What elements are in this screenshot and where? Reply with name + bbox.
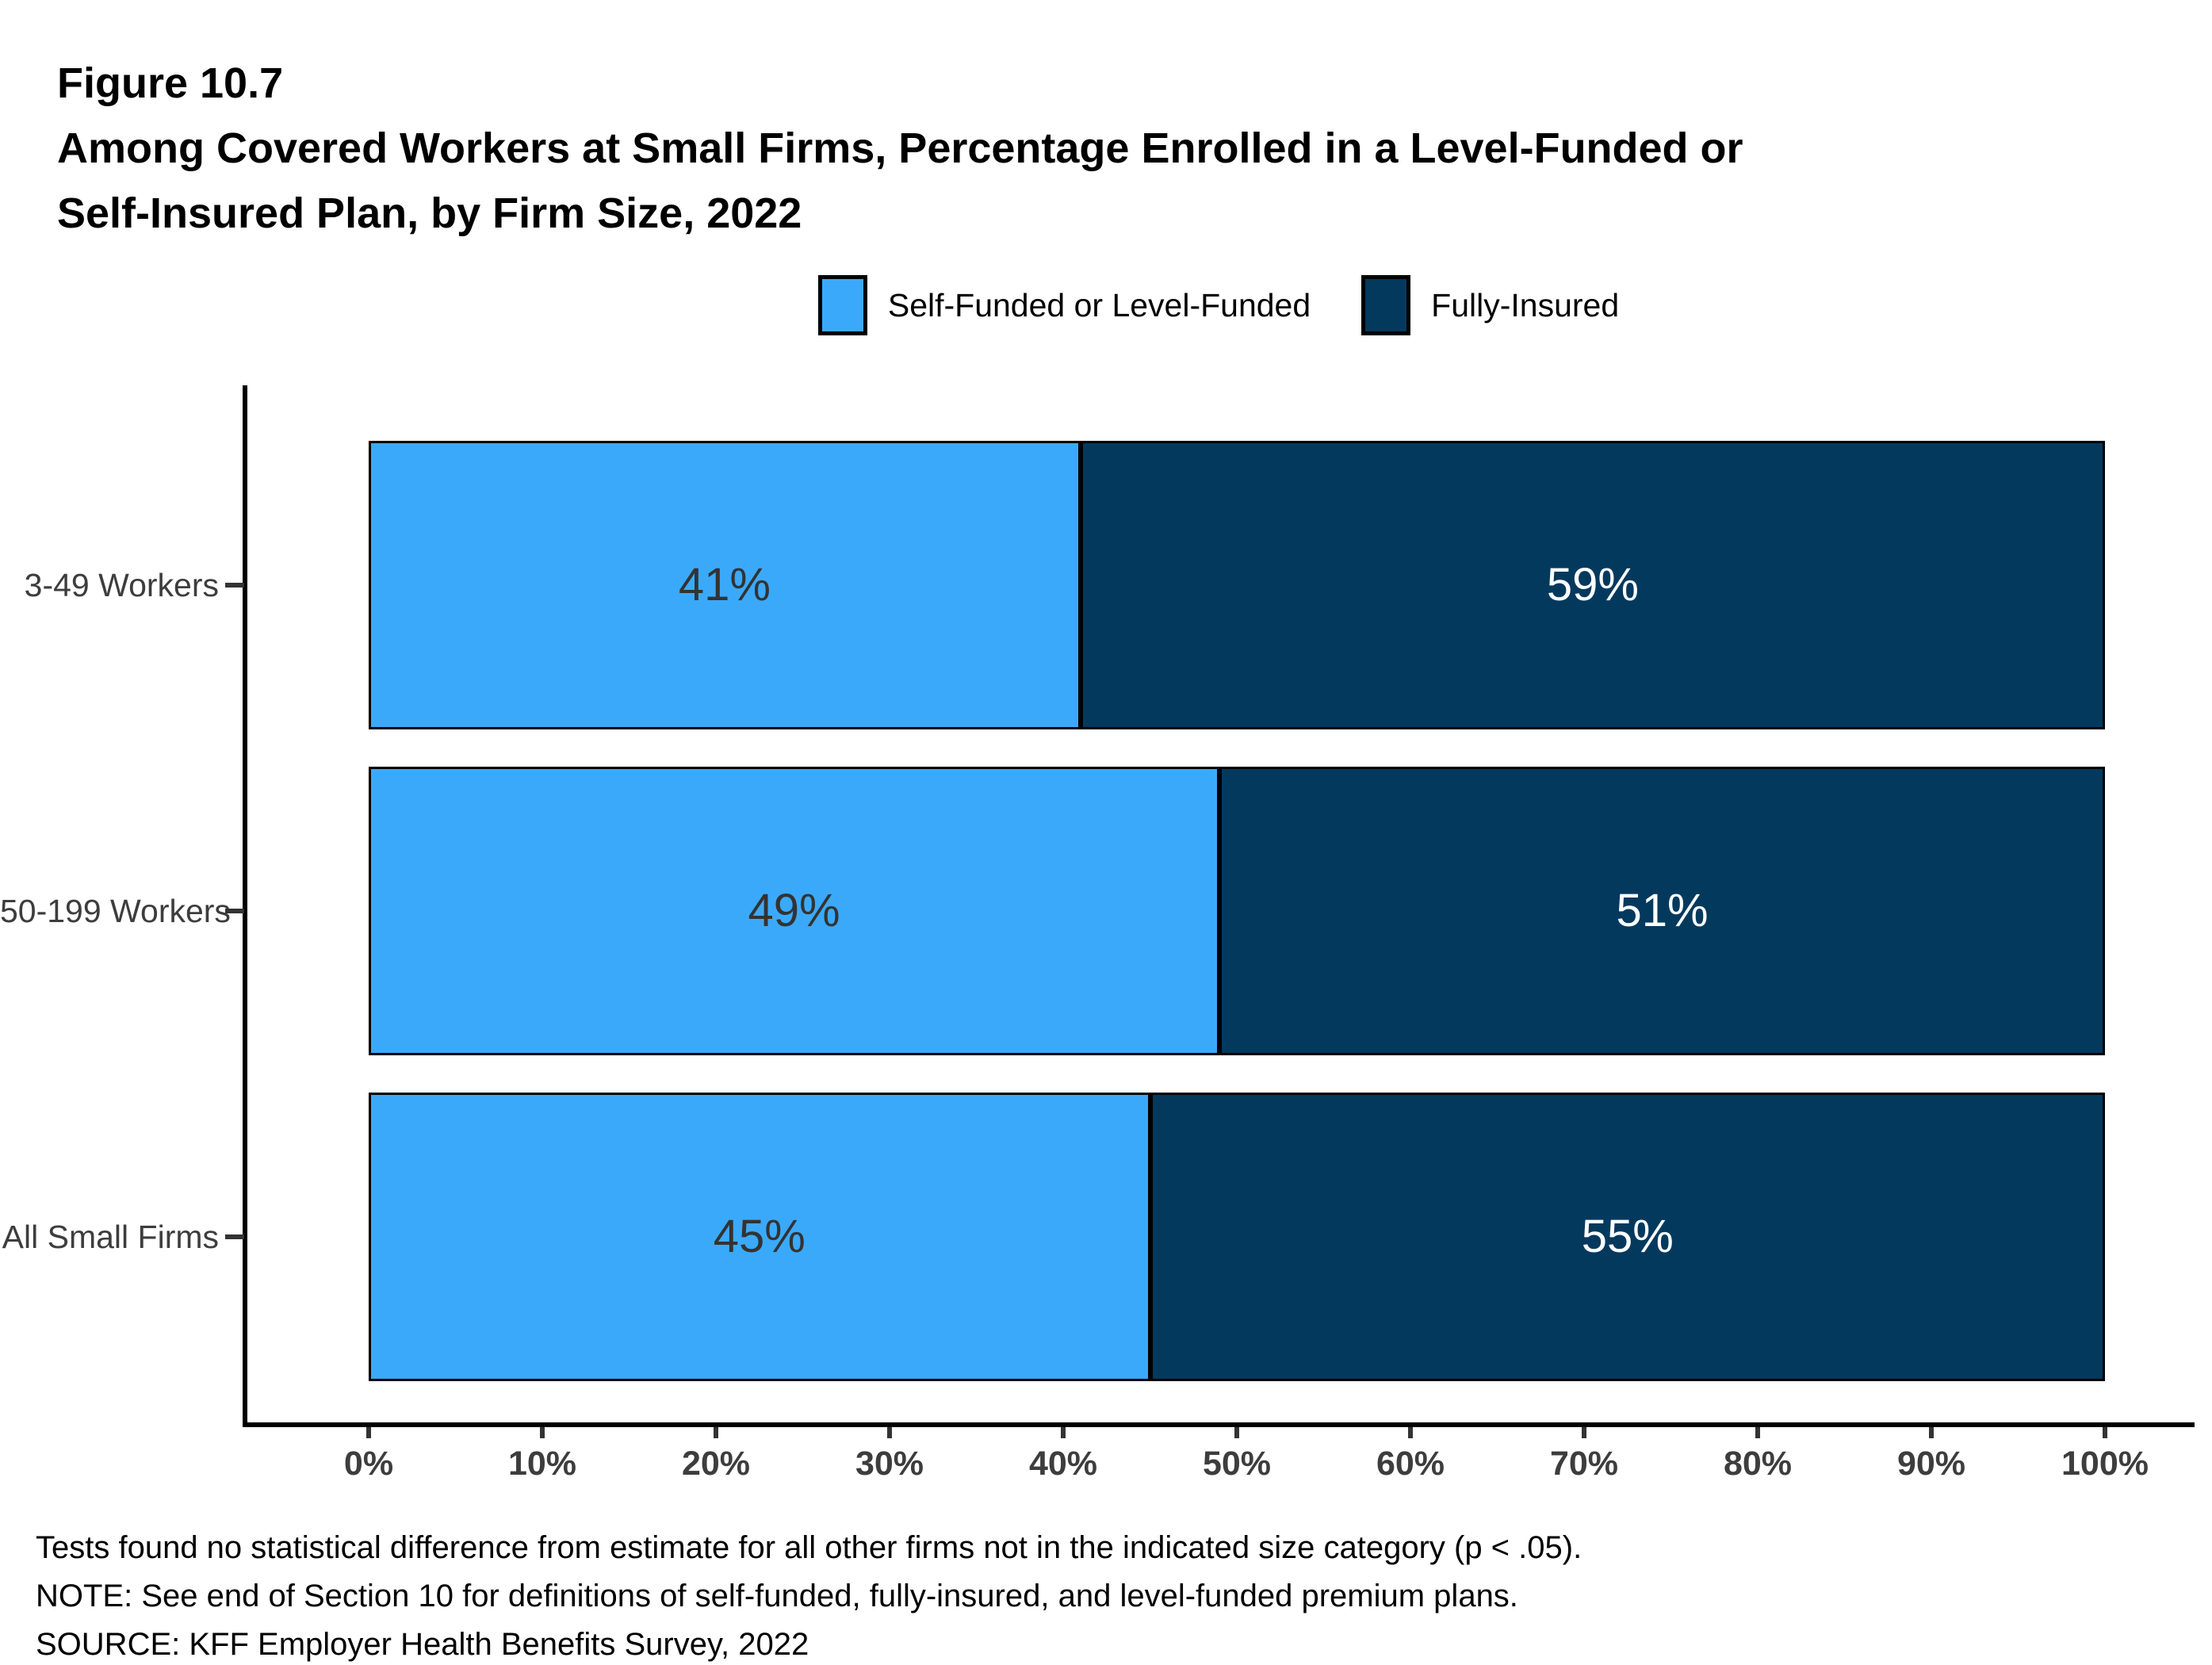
bar-segment-fully-insured: 51%	[1219, 767, 2105, 1055]
x-tick-label: 60%	[1376, 1445, 1445, 1483]
x-tick-label: 70%	[1549, 1445, 1619, 1483]
x-tick	[1408, 1427, 1413, 1438]
x-tick	[1061, 1427, 1066, 1438]
x-tick	[1234, 1427, 1239, 1438]
x-tick-label: 10%	[507, 1445, 577, 1483]
title-block: Figure 10.7 Among Covered Workers at Sma…	[57, 51, 2000, 246]
y-tick	[225, 1234, 244, 1239]
x-tick	[540, 1427, 545, 1438]
y-tick	[225, 583, 244, 588]
x-tick-label: 30%	[855, 1445, 924, 1483]
x-tick	[366, 1427, 371, 1438]
x-tick-label: 0%	[343, 1445, 394, 1483]
legend-item-0: Self-Funded or Level-Funded	[817, 275, 1311, 335]
legend-label: Fully-Insured	[1431, 286, 1620, 323]
bar-segment-fully-insured: 59%	[1080, 441, 2105, 729]
x-tick-label: 20%	[681, 1445, 751, 1483]
footnote-note: NOTE: See end of Section 10 for definiti…	[36, 1579, 1518, 1613]
x-tick-label: 40%	[1028, 1445, 1098, 1483]
legend-swatch-icon	[817, 275, 867, 335]
bar-segment-self-funded: 41%	[369, 441, 1081, 729]
legend-label: Self-Funded or Level-Funded	[887, 286, 1311, 323]
legend-swatch-icon	[1361, 275, 1411, 335]
x-tick	[1582, 1427, 1586, 1438]
x-tick	[1755, 1427, 1760, 1438]
chart-title-line-1: Among Covered Workers at Small Firms, Pe…	[57, 124, 1743, 172]
bar-value-label: 41%	[678, 559, 771, 610]
footnote-tests: Tests found no statistical difference fr…	[36, 1530, 1582, 1565]
footnotes: Tests found no statistical difference fr…	[36, 1524, 2176, 1665]
x-tick-label: 50%	[1202, 1445, 1272, 1483]
footnote-source: SOURCE: KFF Employer Health Benefits Sur…	[36, 1627, 809, 1662]
bar-value-label: 55%	[1581, 1211, 1674, 1262]
y-axis-label: 50-199 Workers	[0, 893, 231, 929]
y-axis-label: 3-49 Workers	[24, 567, 219, 603]
figure-number: Figure 10.7	[57, 59, 284, 107]
x-tick-label: 80%	[1723, 1445, 1793, 1483]
y-axis-line	[243, 385, 247, 1427]
x-tick	[887, 1427, 892, 1438]
bar-segment-self-funded: 45%	[369, 1093, 1150, 1381]
chart-legend: Self-Funded or Level-Funded Fully-Insured	[243, 270, 2195, 341]
bar-value-label: 59%	[1546, 559, 1639, 610]
y-tick	[225, 909, 244, 913]
bar-value-label: 51%	[1616, 885, 1709, 936]
x-tick-label: 90%	[1896, 1445, 1966, 1483]
bar-value-label: 45%	[713, 1211, 806, 1262]
chart-title-line-2: Self-Insured Plan, by Firm Size, 2022	[57, 189, 802, 237]
bar-value-label: 49%	[748, 885, 840, 936]
bar-segment-fully-insured: 55%	[1150, 1093, 2105, 1381]
x-tick	[2103, 1427, 2107, 1438]
bar-segment-self-funded: 49%	[369, 767, 1220, 1055]
x-axis-line	[243, 1422, 2195, 1427]
x-tick-label: 100%	[2061, 1445, 2149, 1483]
x-tick	[1929, 1427, 1934, 1438]
x-tick	[714, 1427, 718, 1438]
y-axis-label: All Small Firms	[2, 1219, 219, 1255]
legend-item-1: Fully-Insured	[1361, 275, 1619, 335]
